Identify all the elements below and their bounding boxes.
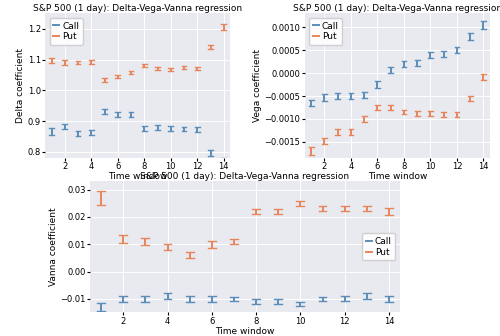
Y-axis label: Delta coefficient: Delta coefficient xyxy=(16,48,25,123)
Legend: Call, Put: Call, Put xyxy=(309,18,342,45)
Y-axis label: Vega coefficient: Vega coefficient xyxy=(253,49,262,122)
Title: S&P 500 (1 day): Delta-Vega-Vanna regression: S&P 500 (1 day): Delta-Vega-Vanna regres… xyxy=(140,172,350,181)
X-axis label: Time window: Time window xyxy=(108,172,168,181)
Legend: Call, Put: Call, Put xyxy=(362,234,396,260)
X-axis label: Time window: Time window xyxy=(216,327,274,336)
Legend: Call, Put: Call, Put xyxy=(50,18,83,45)
Title: S&P 500 (1 day): Delta-Vega-Vanna regression: S&P 500 (1 day): Delta-Vega-Vanna regres… xyxy=(33,4,242,13)
Title: S&P 500 (1 day): Delta-Vega-Vanna regression: S&P 500 (1 day): Delta-Vega-Vanna regres… xyxy=(292,4,500,13)
Y-axis label: Vanna coefficient: Vanna coefficient xyxy=(48,208,58,286)
X-axis label: Time window: Time window xyxy=(368,172,427,181)
